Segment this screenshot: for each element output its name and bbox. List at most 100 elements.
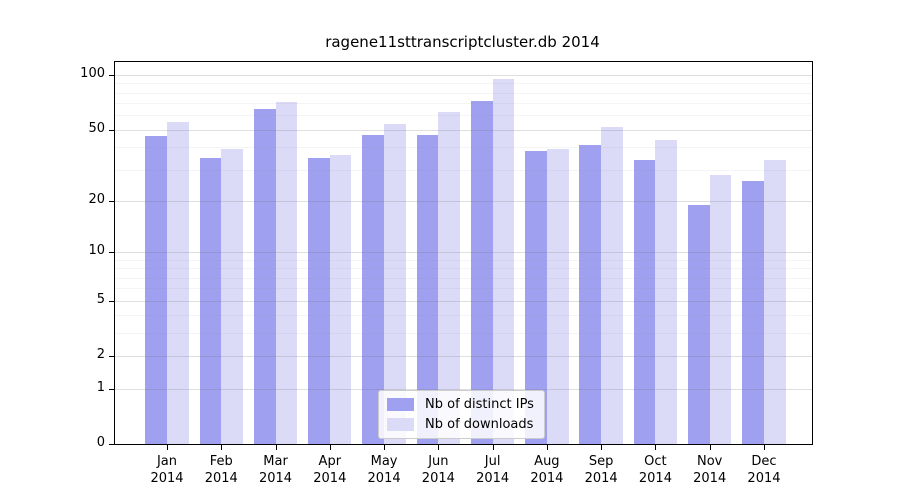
- x-tick-label-line: Jan: [156, 454, 178, 469]
- bar-nb-of-downloads: [167, 122, 189, 444]
- x-tick-mark: [167, 444, 168, 450]
- bar-nb-of-distinct-ips: [416, 134, 439, 444]
- x-tick-mark: [221, 444, 223, 450]
- bar-nb-of-distinct-ips: [688, 204, 710, 444]
- bar-nb-of-distinct-ips: [199, 157, 222, 444]
- legend-swatch: [387, 398, 414, 411]
- gridline-minor: [115, 147, 812, 149]
- legend-label: Nb of downloads: [425, 417, 534, 432]
- y-tick-label: 2: [96, 347, 105, 363]
- bar-nb-of-downloads: [763, 159, 786, 444]
- gridline-major: [115, 252, 812, 254]
- x-tick-label: May 2014: [349, 453, 419, 487]
- x-tick-label: Jan 2014: [132, 453, 202, 487]
- legend-row: Nb of downloads: [387, 417, 534, 432]
- x-tick-mark: [546, 444, 548, 450]
- x-tick-label-line: 2014: [530, 471, 564, 486]
- bar-nb-of-downloads: [546, 149, 569, 444]
- x-tick-label-line: Jun: [428, 454, 449, 469]
- x-tick-mark: [709, 444, 711, 450]
- x-tick-mark: [492, 444, 494, 450]
- x-tick-label-line: 2014: [693, 471, 727, 486]
- bar-nb-of-distinct-ips: [145, 136, 167, 444]
- x-tick-label-line: Jul: [484, 454, 501, 469]
- x-tick-label-line: Oct: [644, 454, 667, 469]
- x-tick-mark: [601, 444, 603, 450]
- x-tick-label-line: 2014: [367, 471, 401, 486]
- bar-nb-of-downloads: [709, 174, 732, 444]
- y-tick-mark: [109, 75, 115, 77]
- y-tick-label: 5: [96, 291, 105, 307]
- x-tick-label-line: 2014: [258, 471, 293, 486]
- gridline-major: [115, 200, 812, 202]
- x-tick-label-line: Dec: [751, 454, 777, 469]
- x-tick-label: Sep 2014: [566, 453, 636, 487]
- gridline-minor: [115, 83, 812, 85]
- x-tick-label-line: 2014: [584, 471, 618, 486]
- x-tick-label-line: Feb: [209, 454, 233, 469]
- x-tick-label: Jul 2014: [458, 453, 528, 487]
- bar-nb-of-downloads: [438, 111, 461, 444]
- gridline-major: [115, 300, 812, 302]
- x-tick-label-line: Aug: [534, 454, 560, 469]
- legend-swatch: [387, 418, 414, 431]
- y-tick-label: 100: [80, 66, 105, 82]
- gridline-major: [115, 356, 812, 358]
- bar-nb-of-distinct-ips: [308, 157, 330, 444]
- x-tick-label-line: 2014: [638, 471, 672, 486]
- bar-nb-of-distinct-ips: [633, 159, 656, 444]
- bar-nb-of-downloads: [655, 139, 678, 444]
- y-tick-label: 20: [88, 191, 105, 207]
- y-tick-mark: [109, 388, 115, 390]
- gridline-minor: [115, 288, 812, 290]
- x-tick-label-line: 2014: [476, 471, 510, 486]
- chart-title: ragene11sttranscriptcluster.db 2014: [325, 33, 600, 51]
- x-tick-label: Oct 2014: [620, 453, 690, 487]
- x-tick-label-line: 2014: [313, 471, 347, 486]
- y-tick-mark: [109, 300, 115, 302]
- x-tick-mark: [384, 444, 386, 450]
- x-tick-label: Apr 2014: [295, 453, 365, 487]
- x-tick-label-line: Mar: [263, 454, 288, 469]
- gridline-minor: [115, 259, 812, 261]
- x-tick-mark: [329, 444, 331, 450]
- x-tick-mark: [655, 444, 657, 450]
- bar-nb-of-downloads: [601, 126, 623, 444]
- bar-nb-of-distinct-ips: [579, 145, 602, 444]
- bar-nb-of-downloads: [329, 155, 352, 444]
- x-tick-label: Dec 2014: [729, 453, 799, 487]
- bar-nb-of-distinct-ips: [525, 151, 547, 444]
- x-tick-label-line: May: [370, 454, 398, 469]
- x-tick-mark: [438, 444, 440, 450]
- x-tick-label-line: 2014: [421, 471, 455, 486]
- x-tick-label-line: Nov: [697, 454, 723, 469]
- x-tick-label: Feb 2014: [186, 453, 256, 487]
- legend: Nb of distinct IPs Nb of downloads: [378, 390, 545, 439]
- x-tick-label: Nov 2014: [675, 453, 745, 487]
- gridline-minor: [115, 315, 812, 317]
- gridline-major: [115, 388, 812, 390]
- x-tick-mark: [763, 444, 765, 450]
- y-tick-label: 10: [88, 243, 105, 259]
- bar-nb-of-downloads: [275, 102, 298, 444]
- x-tick-label: Mar 2014: [241, 453, 311, 487]
- y-tick-label: 50: [88, 120, 105, 136]
- gridline-minor: [115, 115, 812, 117]
- gridline-minor: [115, 277, 812, 279]
- bar-nb-of-distinct-ips: [253, 109, 276, 444]
- bar-nb-of-distinct-ips: [362, 134, 385, 444]
- x-tick-mark: [275, 444, 277, 450]
- x-tick-label: Jun 2014: [403, 453, 473, 487]
- gridline-minor: [115, 268, 812, 270]
- gridline-minor: [115, 333, 812, 335]
- bar-nb-of-distinct-ips: [742, 180, 764, 444]
- x-tick-label-line: 2014: [747, 471, 781, 486]
- x-tick-label: Aug 2014: [512, 453, 582, 487]
- x-tick-label-line: 2014: [150, 471, 184, 486]
- y-tick-mark: [109, 356, 115, 358]
- y-tick-label: 0: [96, 435, 105, 450]
- y-tick-mark: [109, 129, 115, 131]
- gridline-major: [115, 75, 812, 77]
- legend-row: Nb of distinct IPs: [387, 397, 534, 412]
